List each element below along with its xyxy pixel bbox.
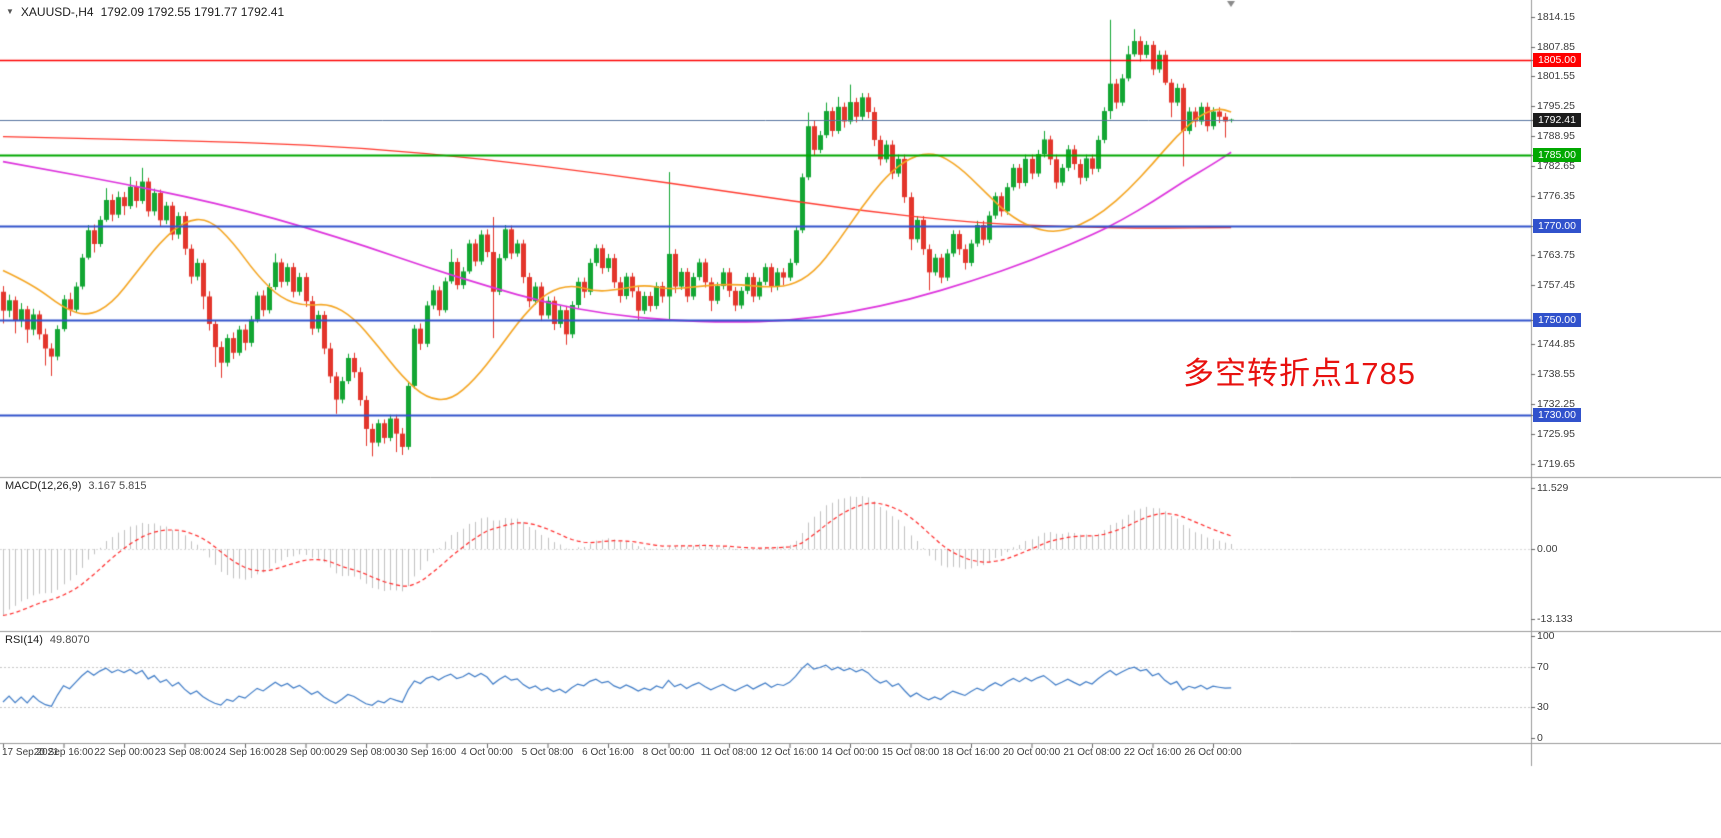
price-axis-label: 1744.85 [1537, 338, 1575, 351]
time-axis-label: 28 Sep 00:00 [275, 747, 336, 758]
price-tag: 1785.00 [1533, 147, 1581, 162]
price-axis-label: 1801.55 [1537, 70, 1575, 83]
time-axis-label: 26 Oct 00:00 [1184, 747, 1242, 758]
chart-annotation-text[interactable]: 多空转折点1785 [1183, 356, 1416, 391]
macd-name: MACD(12,26,9) [5, 480, 82, 492]
time-axis[interactable]: 17 Sep 2021 20 Sep 16:00 22 Sep 00:00 23 Se… [0, 744, 1721, 766]
macd-axis-label: 11.529 [1537, 481, 1569, 494]
price-axis-label: 1763.75 [1537, 249, 1575, 262]
time-axis-label: 14 Oct 00:00 [821, 747, 879, 758]
rsi-indicator-label: RSI(14) 49.8070 [5, 634, 90, 646]
price-axis-label: 1738.55 [1537, 368, 1575, 381]
symbol-timeframe-label: XAUUSD-,H4 [20, 5, 94, 19]
time-axis-label: 15 Oct 08:00 [881, 747, 940, 758]
time-axis-label: 22 Oct 16:00 [1123, 747, 1182, 758]
price-axis-label: 1719.65 [1537, 457, 1575, 470]
price-axis-label: 1776.35 [1537, 189, 1575, 202]
rsi-axis-label: 70 [1537, 660, 1549, 673]
time-axis-label: 18 Oct 16:00 [942, 747, 1000, 758]
time-axis-label: 8 Oct 00:00 [642, 747, 695, 758]
time-axis-label: 11 Oct 08:00 [700, 747, 758, 758]
price-axis-label: 1725.95 [1537, 427, 1575, 440]
time-axis-label: 4 Oct 00:00 [461, 747, 513, 758]
rsi-name: RSI(14) [5, 634, 43, 646]
time-axis-label: 24 Sep 16:00 [215, 747, 275, 758]
price-tag: 1730.00 [1533, 407, 1581, 422]
time-axis-label: 5 Oct 08:00 [521, 747, 574, 758]
time-axis-label: 6 Oct 16:00 [582, 747, 634, 758]
time-axis-label: 30 Sep 16:00 [396, 747, 457, 758]
time-axis-label: 22 Sep 00:00 [94, 747, 154, 758]
time-axis-label: 21 Oct 08:00 [1063, 747, 1121, 758]
symbol-info: ▼ XAUUSD-,H4 1792.09 1792.55 1791.77 179… [6, 5, 284, 19]
price-axis-label: 1795.25 [1537, 100, 1575, 113]
rsi-axis-label: 100 [1537, 630, 1555, 642]
price-axis-label: 1757.45 [1537, 278, 1575, 291]
time-axis-label: 20 Oct 00:00 [1002, 747, 1061, 758]
rsi-value: 49.8070 [49, 634, 90, 646]
rsi-axis-label: 30 [1537, 701, 1549, 714]
time-axis-label: 20 Sep 16:00 [33, 747, 94, 758]
macd-axis-label: 0.00 [1537, 543, 1558, 555]
dropdown-arrow-icon: ▼ [6, 7, 14, 16]
time-axis-label: 17 Sep 2021 [2, 747, 59, 758]
macd-values: 3.167 5.815 [88, 480, 147, 492]
ohlc-values: 1792.09 1792.55 1791.77 1792.41 [100, 5, 285, 19]
price-axis[interactable]: 1814.15 1807.85 1801.55 1795.25 1788.95 1782.… [1532, 0, 1721, 766]
price-tag: 1805.00 [1533, 53, 1581, 67]
price-tag: 1770.00 [1533, 218, 1581, 233]
price-axis-label: 1782.65 [1537, 159, 1575, 172]
time-axis-label: 23 Sep 08:00 [154, 747, 215, 758]
rsi-axis-label: 0 [1537, 732, 1543, 744]
macd-indicator-label: MACD(12,26,9) 3.167 5.815 [5, 480, 147, 492]
macd-axis-label: -13.133 [1537, 612, 1573, 625]
price-axis-label: 1807.85 [1537, 40, 1575, 53]
price-axis-label: 1788.95 [1537, 129, 1575, 142]
price-axis-label: 1814.15 [1537, 10, 1575, 23]
time-axis-label: 29 Sep 08:00 [336, 747, 396, 758]
time-axis-label: 12 Oct 16:00 [760, 747, 819, 758]
price-tag: 1750.00 [1533, 313, 1581, 328]
price-tag: 1792.41 [1533, 112, 1581, 127]
price-axis-label: 1732.25 [1537, 398, 1575, 411]
